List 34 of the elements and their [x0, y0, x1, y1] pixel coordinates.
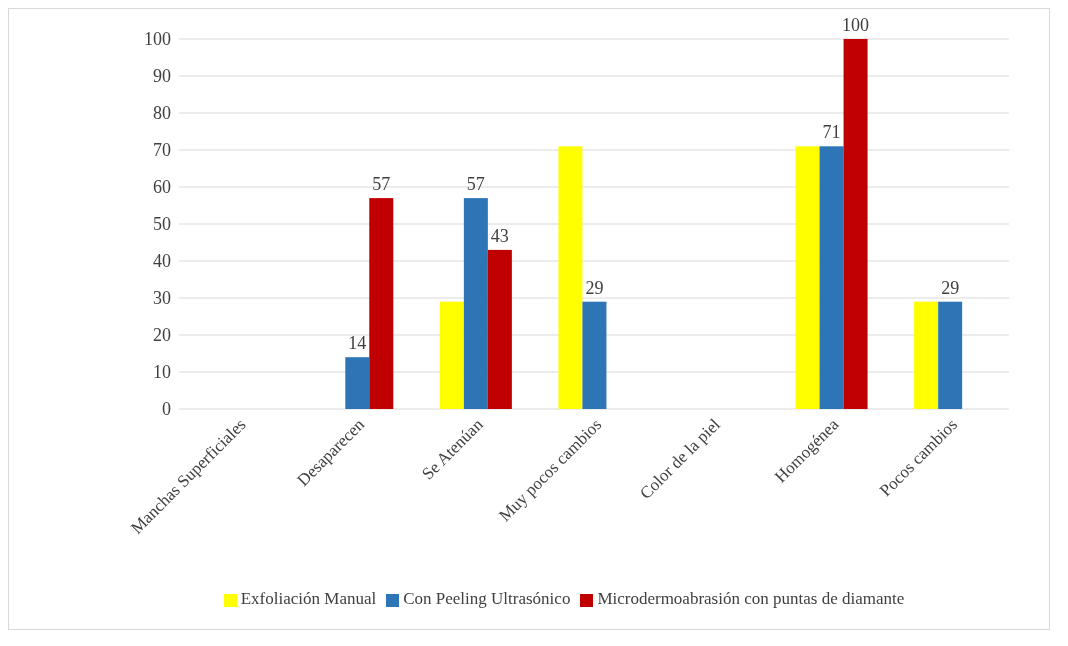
- data-label: 29: [941, 277, 960, 298]
- legend-label: Con Peeling Ultrasónico: [403, 589, 571, 608]
- y-tick-label: 40: [153, 251, 171, 272]
- y-tick-label: 10: [153, 362, 171, 383]
- y-tick-label: 0: [162, 399, 171, 420]
- y-tick-label: 80: [153, 103, 171, 124]
- legend-label: Exfoliación Manual: [240, 589, 377, 608]
- y-tick-label: 90: [153, 66, 171, 87]
- legend-label: Microdermoabrasión con puntas de diamante: [597, 589, 905, 608]
- bar: [439, 301, 464, 409]
- y-tick-label: 60: [153, 177, 171, 198]
- bar: [463, 198, 488, 409]
- bar: [914, 301, 939, 409]
- y-tick-label: 50: [153, 214, 171, 235]
- bar: [819, 146, 844, 409]
- bar: [558, 146, 583, 409]
- data-label: 57: [466, 174, 485, 195]
- data-label: 43: [490, 225, 509, 246]
- bar: [487, 249, 512, 409]
- bar: [345, 357, 370, 409]
- data-label: 14: [348, 333, 367, 354]
- bar: [795, 146, 820, 409]
- y-tick-label: 100: [144, 29, 171, 50]
- bar: [938, 301, 963, 409]
- bar: [843, 39, 868, 409]
- data-label: 29: [585, 277, 604, 298]
- data-label: 100: [842, 15, 870, 35]
- y-tick-label: 20: [153, 325, 171, 346]
- bar: [582, 301, 607, 409]
- y-tick-label: 70: [153, 140, 171, 161]
- bar: [369, 198, 394, 409]
- data-label: 71: [822, 122, 841, 143]
- y-tick-label: 30: [153, 288, 171, 309]
- data-label: 57: [372, 174, 391, 195]
